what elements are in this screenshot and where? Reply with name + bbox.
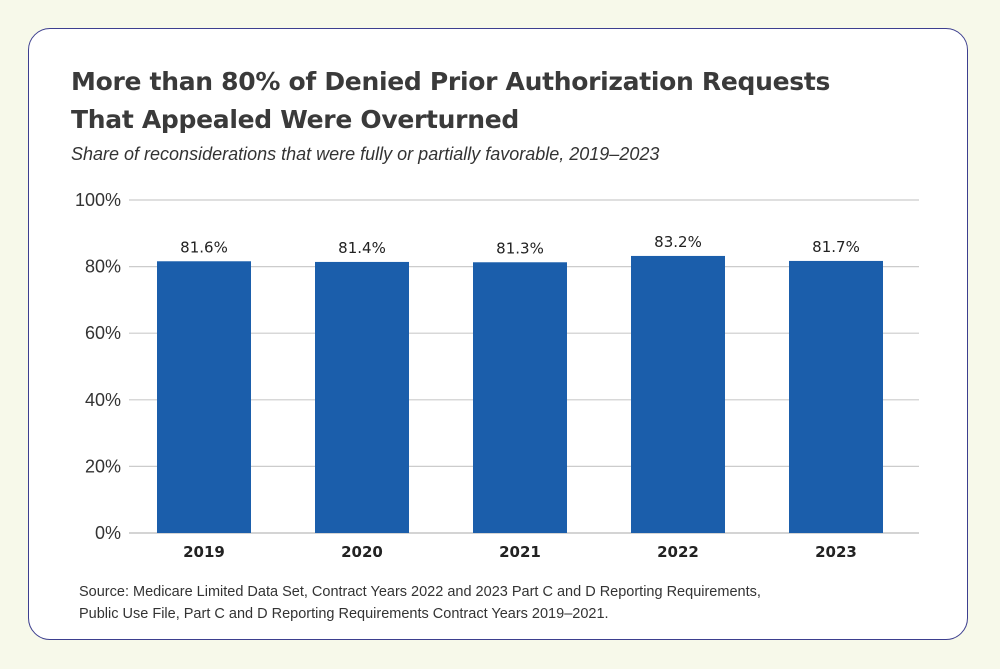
data-label: 81.7% (812, 238, 860, 256)
y-tick-label: 60% (85, 323, 121, 343)
y-tick-label: 0% (95, 523, 121, 543)
data-labels: 81.6% 81.4% 81.3% 83.2% 81.7% (180, 233, 860, 257)
y-axis-ticks: 0% 20% 40% 60% 80% 100% (75, 190, 121, 543)
data-label: 83.2% (654, 233, 702, 251)
bar-2020 (315, 261, 409, 533)
chart-subtitle: Share of reconsiderations that were full… (71, 144, 660, 164)
y-tick-label: 40% (85, 390, 121, 410)
chart-title: More than 80% of Denied Prior Authorizat… (71, 67, 831, 134)
bar-chart: 0%20%40%60%80%100% 81.6% 81.4% 81.3% 83.2% 8… (75, 190, 919, 561)
data-label: 81.6% (180, 238, 228, 256)
x-tick-label: 2021 (499, 543, 541, 561)
x-tick-label: 2020 (341, 543, 383, 561)
x-tick-label: 2023 (815, 543, 857, 561)
source-note: Source: Medicare Limited Data Set, Contr… (79, 581, 879, 625)
bar-2023 (789, 260, 883, 533)
x-tick-label: 2019 (183, 543, 225, 561)
bar-2019 (157, 261, 251, 533)
y-tick-label: 80% (85, 257, 121, 277)
chart-card: More than 80% of Denied Prior Authorizat… (28, 28, 968, 640)
bar-2021 (473, 262, 567, 533)
x-axis-ticks: 2019 2020 2021 2022 2023 (183, 543, 857, 561)
bar-2022 (631, 255, 725, 533)
source-line-2: Public Use File, Part C and D Reporting … (79, 606, 609, 622)
data-label: 81.4% (338, 239, 386, 257)
source-line-1: Source: Medicare Limited Data Set, Contr… (79, 584, 761, 600)
x-tick-label: 2022 (657, 543, 699, 561)
data-label: 81.3% (496, 239, 544, 257)
y-tick-label: 20% (85, 456, 121, 476)
bars (157, 255, 883, 533)
y-tick-label: 100% (75, 190, 121, 210)
